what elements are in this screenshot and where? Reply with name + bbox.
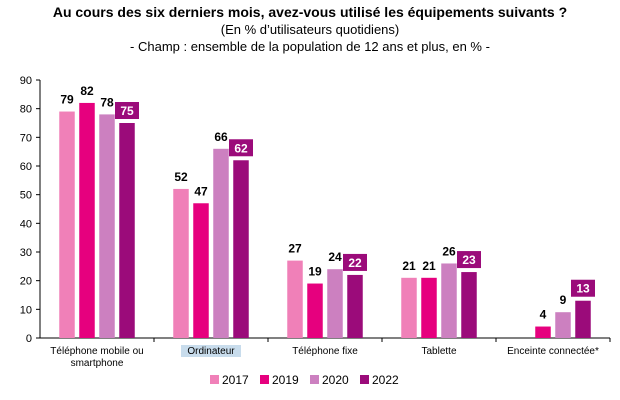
y-tick-label: 90 xyxy=(20,75,32,87)
data-label: 13 xyxy=(576,282,590,296)
bar-2022 xyxy=(575,300,591,338)
bar-2020 xyxy=(441,263,457,338)
data-label: 9 xyxy=(560,293,567,307)
bar-2019 xyxy=(535,326,551,338)
y-tick-label: 50 xyxy=(20,190,32,202)
legend-label: 2022 xyxy=(372,373,399,387)
data-label-box xyxy=(229,139,253,157)
bar-2022 xyxy=(461,272,477,338)
data-label: 82 xyxy=(80,84,94,98)
bar-2022 xyxy=(347,274,363,338)
data-label: 21 xyxy=(402,259,416,273)
data-label: 19 xyxy=(308,265,322,279)
data-label: 78 xyxy=(100,95,114,109)
bar-2020 xyxy=(99,114,115,339)
bar-2017 xyxy=(287,260,303,338)
y-tick-label: 20 xyxy=(20,276,32,288)
data-label: 66 xyxy=(214,130,228,144)
legend-swatch-2020 xyxy=(310,375,319,384)
bar-2019 xyxy=(193,203,209,338)
data-label: 52 xyxy=(174,170,188,184)
legend-label: 2017 xyxy=(222,373,249,387)
bar-2017 xyxy=(401,277,417,338)
data-label: 26 xyxy=(442,244,456,258)
bar-2019 xyxy=(421,277,437,338)
legend-swatch-2017 xyxy=(210,375,219,384)
data-label: 24 xyxy=(328,250,342,264)
data-label: 23 xyxy=(462,253,476,267)
bar-2020 xyxy=(327,269,343,338)
y-tick-label: 30 xyxy=(20,247,32,259)
chart-scope-note: - Champ : ensemble de la population de 1… xyxy=(130,39,490,54)
bar-2019 xyxy=(307,283,323,338)
y-tick-label: 10 xyxy=(20,304,32,316)
category-highlight xyxy=(181,345,241,357)
bar-2020 xyxy=(555,312,571,338)
bar-2022 xyxy=(119,123,135,338)
bar-2022 xyxy=(233,160,249,338)
y-tick-label: 60 xyxy=(20,161,32,173)
data-label-box xyxy=(115,102,139,119)
x-tick-label: Téléphone mobile ou xyxy=(50,346,143,357)
data-label-box xyxy=(457,251,481,269)
data-label-box xyxy=(571,279,595,297)
legend-label: 2019 xyxy=(272,373,299,387)
data-label: 79 xyxy=(60,93,74,107)
data-label: 27 xyxy=(288,242,302,256)
data-label: 75 xyxy=(120,104,134,118)
chart-header: Au cours des six derniers mois, avez-vou… xyxy=(0,4,620,55)
data-label: 47 xyxy=(194,184,208,198)
x-tick-label: Tablette xyxy=(421,346,456,357)
y-tick-label: 0 xyxy=(26,333,32,345)
data-label: 4 xyxy=(540,308,547,322)
chart-title: Au cours des six derniers mois, avez-vou… xyxy=(52,4,568,20)
y-tick-label: 40 xyxy=(20,218,32,230)
data-label: 21 xyxy=(422,259,436,273)
bar-2017 xyxy=(59,111,75,339)
data-label: 22 xyxy=(348,256,362,270)
legend-swatch-2022 xyxy=(360,375,369,384)
data-label: 62 xyxy=(234,141,248,155)
data-label-box xyxy=(343,253,367,271)
x-tick-label: Téléphone fixe xyxy=(292,346,358,357)
x-tick-label: smartphone xyxy=(71,358,124,369)
y-tick-label: 70 xyxy=(20,132,32,144)
bar-2020 xyxy=(213,148,229,338)
legend-swatch-2019 xyxy=(260,375,269,384)
legend-label: 2020 xyxy=(322,373,349,387)
chart-subtitle: (En % d’utilisateurs quotidiens) xyxy=(220,22,400,37)
x-tick-label: Enceinte connectée* xyxy=(507,346,599,357)
x-tick-label: Ordinateur xyxy=(187,346,235,357)
bar-2019 xyxy=(79,102,95,338)
y-tick-label: 80 xyxy=(20,104,32,116)
bar-2017 xyxy=(173,188,189,338)
